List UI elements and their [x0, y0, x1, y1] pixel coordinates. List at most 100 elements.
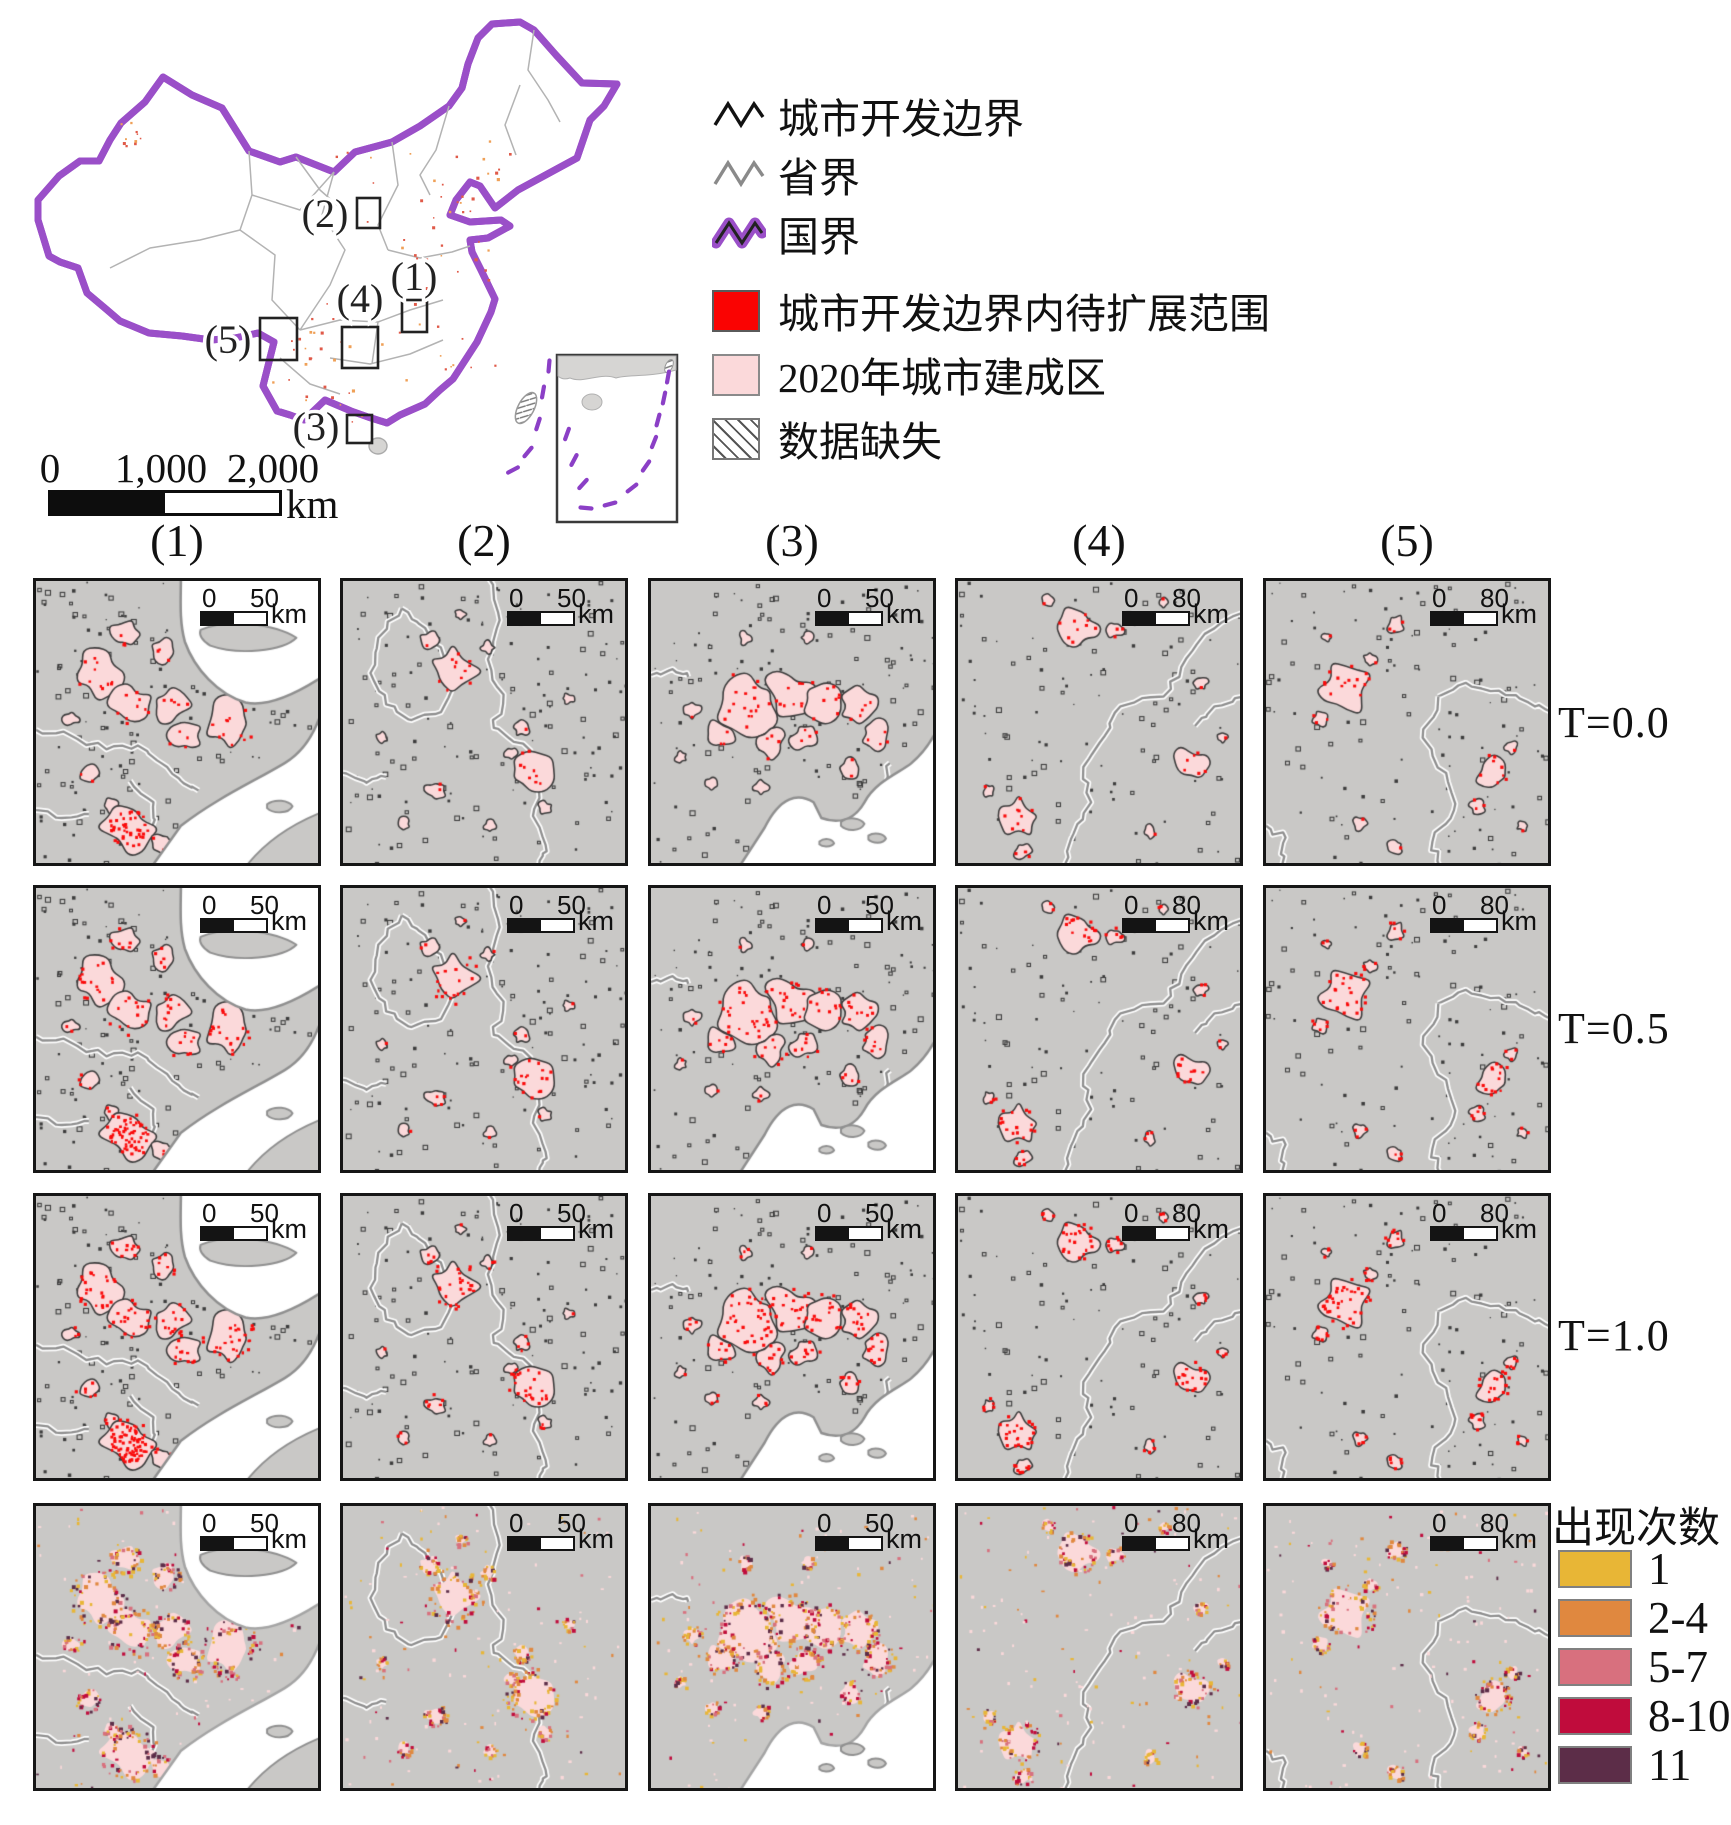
- panel-scale-zero: 0: [202, 890, 217, 920]
- panel-scale-zero: 0: [1124, 1508, 1139, 1538]
- map-panel-r4c1: 0 50 km: [33, 1503, 321, 1791]
- column-header-3: (3): [765, 515, 819, 566]
- panel-scale-bar: [1122, 1226, 1190, 1241]
- panel-scalebar: 0 50 km: [200, 1508, 312, 1556]
- panel-scale-zero: 0: [1432, 1198, 1447, 1228]
- panel-scale-bar: [200, 1226, 268, 1241]
- panel-scale-unit: km: [1193, 599, 1229, 629]
- nine-dash-line: [506, 358, 552, 475]
- panel-scale-zero: 0: [202, 1508, 217, 1538]
- panel-scale-zero: 0: [509, 1508, 524, 1538]
- panel-scale-max: 50: [865, 1198, 894, 1228]
- panel-scale-unit: km: [271, 1524, 307, 1554]
- china-overview-map: (1) (2) (3) (4) (5): [34, 18, 679, 524]
- panel-scale-bar: [1122, 1536, 1190, 1551]
- panel-scale-unit: km: [1501, 599, 1537, 629]
- panel-scale-bar: [815, 611, 883, 626]
- map-panel-canvas-r3c3: [651, 1196, 933, 1478]
- occurrence-swatch-11: [1558, 1746, 1632, 1784]
- panel-scalebar: 0 50 km: [815, 583, 927, 631]
- legend-label-missing: 数据缺失: [778, 419, 942, 465]
- panel-scale-max: 50: [250, 1508, 279, 1538]
- panel-scale-max: 80: [1480, 1198, 1509, 1228]
- panel-scale-zero: 0: [817, 1198, 832, 1228]
- panel-scalebar: 0 80 km: [1122, 1198, 1234, 1246]
- panel-scale-zero: 0: [1432, 890, 1447, 920]
- panel-scale-bar: [1122, 918, 1190, 933]
- map-panel-canvas-r3c4: [958, 1196, 1240, 1478]
- panel-scale-bar: [200, 1536, 268, 1551]
- map-panel-canvas-r2c4: [958, 888, 1240, 1170]
- panel-scalebar: 0 50 km: [200, 890, 312, 938]
- legend-label-udb: 城市开发边界: [778, 96, 1024, 142]
- panel-scale-unit: km: [1193, 1214, 1229, 1244]
- map-panel-r1c2: 0 50 km: [340, 578, 628, 866]
- south-china-sea-inset: [555, 353, 679, 524]
- udb-line-icon: [713, 100, 765, 129]
- panel-scale-unit: km: [1193, 1524, 1229, 1554]
- panel-scale-zero: 0: [1432, 1508, 1447, 1538]
- legend-item-national: 国界: [712, 210, 1572, 260]
- legend-item-udb: 城市开发边界: [712, 92, 1572, 142]
- panel-scale-zero: 0: [817, 583, 832, 613]
- panel-scale-zero: 0: [1124, 583, 1139, 613]
- panel-scalebar: 0 50 km: [200, 583, 312, 631]
- panel-scale-bar: [507, 611, 575, 626]
- region-label-5: (5): [205, 317, 252, 362]
- map-panel-r4c2: 0 50 km: [340, 1503, 628, 1791]
- panel-scalebar: 0 50 km: [815, 1198, 927, 1246]
- panel-scale-zero: 0: [202, 583, 217, 613]
- map-panel-canvas-r4c3: [651, 1506, 933, 1788]
- map-panel-r3c2: 0 50 km: [340, 1193, 628, 1481]
- panel-scale-max: 50: [250, 890, 279, 920]
- region-label-2: (2): [302, 191, 349, 236]
- occurrence-swatch-1: [1558, 1550, 1632, 1588]
- panel-scalebar: 0 50 km: [815, 890, 927, 938]
- legend-label-province: 省界: [778, 155, 860, 201]
- scalebar-tick-1000: 1,000: [114, 445, 208, 491]
- map-panel-r1c4: 0 80 km: [955, 578, 1243, 866]
- panel-scale-max: 50: [250, 1198, 279, 1228]
- panel-scale-max: 50: [557, 1508, 586, 1538]
- map-panel-r4c3: 0 50 km: [648, 1503, 936, 1791]
- panel-scale-unit: km: [886, 906, 922, 936]
- panel-scale-max: 50: [865, 583, 894, 613]
- map-panel-canvas-r2c2: [343, 888, 625, 1170]
- overview-scalebar: 0 1,000 2,000 km: [18, 444, 363, 527]
- panel-scale-max: 50: [865, 890, 894, 920]
- panel-scalebar: 0 80 km: [1122, 890, 1234, 938]
- hainan-island: [368, 437, 388, 455]
- china-province-boundaries: [109, 29, 561, 395]
- legend-label-expansion: 城市开发边界内待扩展范围: [778, 291, 1270, 337]
- occurrence-label: 5-7: [1648, 1642, 1708, 1692]
- panel-scale-max: 80: [1172, 583, 1201, 613]
- row-label-T=0.0: T=0.0: [1558, 698, 1670, 747]
- taiwan-hatched: [514, 391, 538, 425]
- map-panel-canvas-r1c5: [1266, 581, 1548, 863]
- panel-scale-max: 80: [1480, 1508, 1509, 1538]
- column-header-4: (4): [1072, 515, 1126, 566]
- panel-scale-unit: km: [271, 599, 307, 629]
- panel-scale-bar: [200, 611, 268, 626]
- china-urban-speckles: [120, 121, 512, 423]
- map-panel-r3c3: 0 50 km: [648, 1193, 936, 1481]
- occurrence-swatch-2-4: [1558, 1599, 1632, 1637]
- occurrence-label: 2-4: [1648, 1593, 1708, 1643]
- map-panel-r4c5: 0 80 km: [1263, 1503, 1551, 1791]
- panel-scale-max: 50: [865, 1508, 894, 1538]
- panel-scale-unit: km: [1193, 906, 1229, 936]
- map-panel-canvas-r2c1: [36, 888, 318, 1170]
- panel-scale-unit: km: [271, 1214, 307, 1244]
- legend-item-builtup: 2020年城市建成区: [712, 349, 1572, 401]
- panel-scalebar: 0 80 km: [1430, 1198, 1542, 1246]
- legend-item-province: 省界: [712, 151, 1572, 201]
- map-panel-canvas-r3c1: [36, 1196, 318, 1478]
- panel-scale-bar: [1122, 611, 1190, 626]
- panel-scalebar: 0 80 km: [1430, 1508, 1542, 1556]
- map-panel-canvas-r3c2: [343, 1196, 625, 1478]
- map-panel-r2c1: 0 50 km: [33, 885, 321, 1173]
- map-panel-r3c4: 0 80 km: [955, 1193, 1243, 1481]
- panel-scale-max: 80: [1480, 890, 1509, 920]
- occurrence-class-5-7: 5-7: [1558, 1642, 1708, 1692]
